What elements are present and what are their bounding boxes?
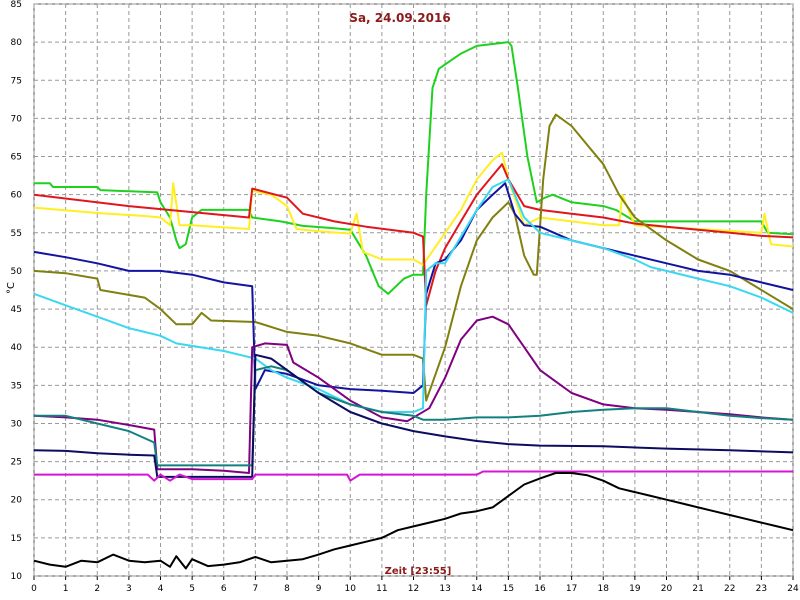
y-axis-label: °C — [6, 282, 17, 294]
x-tick-label: 8 — [284, 584, 290, 594]
y-tick-label: 20 — [11, 496, 23, 506]
series-line-8 — [34, 365, 794, 467]
x-tick-label: 24 — [787, 584, 799, 594]
x-tick-label: 19 — [629, 584, 641, 594]
y-tick-label: 40 — [11, 343, 23, 353]
y-tick-label: 15 — [11, 534, 22, 544]
series-lines — [33, 41, 794, 570]
y-tick-label: 70 — [11, 114, 23, 124]
x-tick-label: 17 — [566, 584, 577, 594]
x-tick-label: 3 — [126, 584, 132, 594]
x-tick-label: 1 — [63, 584, 69, 594]
y-tick-label: 55 — [11, 229, 22, 239]
grid — [33, 3, 794, 580]
x-tick-label: 5 — [189, 584, 195, 594]
x-tick-label: 18 — [598, 584, 610, 594]
y-tick-label: 80 — [11, 38, 23, 48]
series-line-2 — [33, 151, 794, 266]
y-tick-label: 10 — [11, 572, 23, 582]
series-line-3 — [33, 163, 794, 307]
y-tick-label: 45 — [11, 305, 22, 315]
series-line-10 — [34, 470, 793, 482]
x-tick-label: 21 — [692, 584, 703, 594]
x-tick-label: 9 — [316, 584, 322, 594]
chart-title: Sa, 24.09.2016 — [349, 11, 450, 25]
x-tick-label: 7 — [253, 584, 259, 594]
x-tick-label: 20 — [661, 584, 673, 594]
y-tick-label: 35 — [11, 381, 22, 391]
series-line-5 — [33, 182, 794, 394]
y-tick-label: 65 — [11, 153, 22, 163]
x-tick-label: 22 — [724, 584, 735, 594]
series-line-9 — [33, 353, 794, 478]
y-tick-label: 85 — [11, 0, 22, 10]
series-line-7 — [33, 315, 794, 474]
y-tick-label: 30 — [11, 419, 23, 429]
x-tick-label: 16 — [534, 584, 546, 594]
x-tick-label: 14 — [471, 584, 483, 594]
y-tick-label: 60 — [11, 191, 23, 201]
y-tick-label: 25 — [11, 458, 22, 468]
x-tick-label: 2 — [94, 584, 100, 594]
y-tick-label: 75 — [11, 76, 22, 86]
x-tick-label: 11 — [376, 584, 387, 594]
series-line-6 — [33, 178, 794, 413]
x-tick-label: 15 — [503, 584, 514, 594]
x-tick-label: 6 — [221, 584, 227, 594]
series-line-4 — [33, 113, 794, 402]
x-tick-label: 4 — [158, 584, 164, 594]
series-line-11 — [33, 472, 794, 570]
series-line-1 — [34, 41, 794, 295]
tick-labels: 0 1 2 3 4 5 6 7 8 9 10 11 12 13 14 15 16 17 18 19 20 21 22 23 24… — [11, 0, 799, 594]
x-tick-label: 23 — [756, 584, 767, 594]
x-axis-label: Zeit [23:55] — [385, 566, 452, 577]
x-tick-label: 10 — [345, 584, 357, 594]
x-tick-label: 0 — [31, 584, 37, 594]
y-tick-label: 50 — [11, 267, 23, 277]
x-tick-label: 12 — [408, 584, 419, 594]
x-tick-label: 13 — [439, 584, 450, 594]
